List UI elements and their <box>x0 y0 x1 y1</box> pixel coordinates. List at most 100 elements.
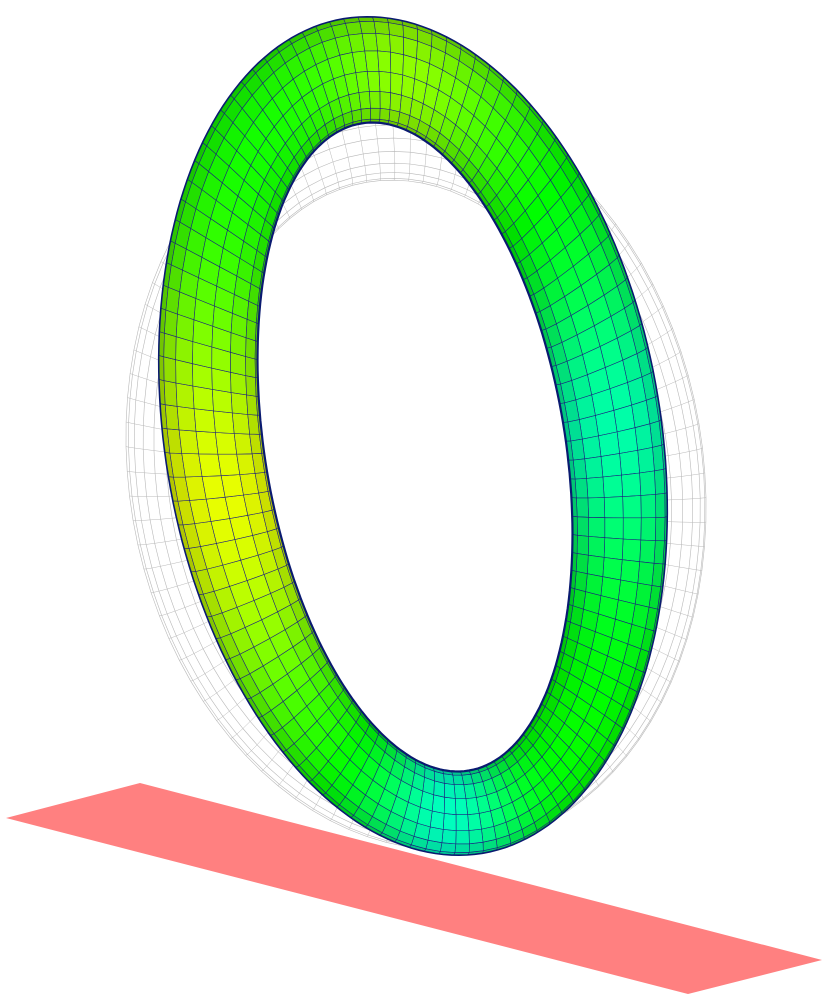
mesh-element <box>389 92 402 113</box>
mesh-element <box>402 54 417 80</box>
mesh-element <box>620 559 640 584</box>
mesh-element <box>443 773 455 785</box>
mesh-element <box>345 21 363 36</box>
mesh-element <box>588 536 606 558</box>
mesh-element <box>379 91 391 110</box>
mesh-element <box>245 356 256 378</box>
mesh-element <box>603 537 624 561</box>
mesh-element <box>653 540 665 565</box>
mesh-element <box>598 431 620 457</box>
mesh-element <box>176 406 197 432</box>
mesh-element <box>600 453 622 478</box>
mesh-element <box>431 794 445 814</box>
ground-plane <box>6 783 822 994</box>
mesh-element <box>373 21 390 35</box>
mesh-element <box>163 332 177 361</box>
mesh-element <box>621 538 642 563</box>
mesh-element <box>468 828 484 845</box>
mesh-element <box>440 842 457 853</box>
mesh-element <box>370 107 381 120</box>
mesh-element <box>574 571 588 593</box>
mesh-element <box>433 780 445 798</box>
mesh-element <box>217 453 241 476</box>
mesh-element <box>588 517 606 538</box>
outer-rim-edge <box>157 15 669 857</box>
mesh-element <box>622 495 642 519</box>
mesh-element <box>359 21 377 34</box>
mesh-element <box>193 408 216 433</box>
mesh-element <box>655 493 666 518</box>
mesh-element <box>637 561 655 586</box>
mesh-element <box>195 430 219 455</box>
mesh-element <box>634 582 653 608</box>
mesh-element <box>379 107 391 121</box>
mesh-element <box>390 51 404 76</box>
deformed-tire-mesh <box>157 15 669 857</box>
mesh-element <box>576 497 589 518</box>
mesh-element <box>175 359 194 387</box>
inner-rim-edge <box>256 121 574 773</box>
mesh-element <box>375 33 391 53</box>
mesh-element <box>455 830 470 845</box>
mesh-element <box>655 516 666 542</box>
mesh-element <box>163 380 178 407</box>
mesh-element <box>245 375 257 397</box>
mesh-element <box>654 468 666 495</box>
mesh-element <box>640 494 657 519</box>
mesh-element <box>378 70 392 94</box>
mesh-element <box>603 496 624 519</box>
mesh-element <box>390 72 404 96</box>
mesh-element <box>639 470 656 496</box>
mesh-element <box>586 476 605 499</box>
mesh-element <box>584 456 604 479</box>
mesh-element <box>360 107 371 121</box>
mesh-element <box>576 534 589 556</box>
mesh-element <box>246 394 258 416</box>
mesh-element <box>444 782 456 799</box>
mesh-element <box>576 516 589 537</box>
mesh-element <box>178 429 200 455</box>
mesh-element <box>212 389 233 414</box>
mesh-element <box>455 814 470 831</box>
mesh-element <box>604 517 624 540</box>
mesh-element <box>602 557 623 581</box>
mesh-element <box>442 813 457 831</box>
mesh-element <box>619 449 640 476</box>
mesh-element <box>587 554 605 578</box>
mesh-element <box>163 356 177 384</box>
mesh-element <box>366 71 381 92</box>
mesh-element <box>231 412 250 435</box>
mesh-element <box>639 539 656 564</box>
mesh-element <box>233 433 253 455</box>
mesh-element <box>443 796 457 816</box>
mesh-element <box>364 50 380 72</box>
mesh-element <box>369 91 381 109</box>
mesh-element <box>427 826 444 844</box>
mesh-element <box>467 813 482 831</box>
mesh-element <box>574 478 589 499</box>
mesh-element <box>455 798 469 815</box>
mesh-element <box>572 458 587 480</box>
mesh-element <box>637 447 655 474</box>
mesh-element <box>441 829 457 845</box>
mesh-element <box>358 91 371 110</box>
mesh-element <box>640 517 657 541</box>
mesh-element <box>377 50 392 73</box>
mesh-element <box>616 427 639 454</box>
mesh-element <box>164 309 178 338</box>
mesh-element <box>361 33 378 52</box>
mesh-element <box>175 382 195 409</box>
mesh-element <box>230 392 249 415</box>
mesh-element <box>622 517 642 541</box>
mesh-element <box>575 553 589 575</box>
mesh-element <box>581 435 602 460</box>
mesh-element <box>587 497 606 518</box>
mesh-element <box>215 432 238 455</box>
mesh-element <box>389 34 404 56</box>
mesh-element <box>453 784 467 799</box>
mesh-element <box>192 385 214 412</box>
mesh-element <box>198 453 222 477</box>
mesh-element <box>230 371 247 396</box>
ground-plane-layer <box>6 783 822 994</box>
